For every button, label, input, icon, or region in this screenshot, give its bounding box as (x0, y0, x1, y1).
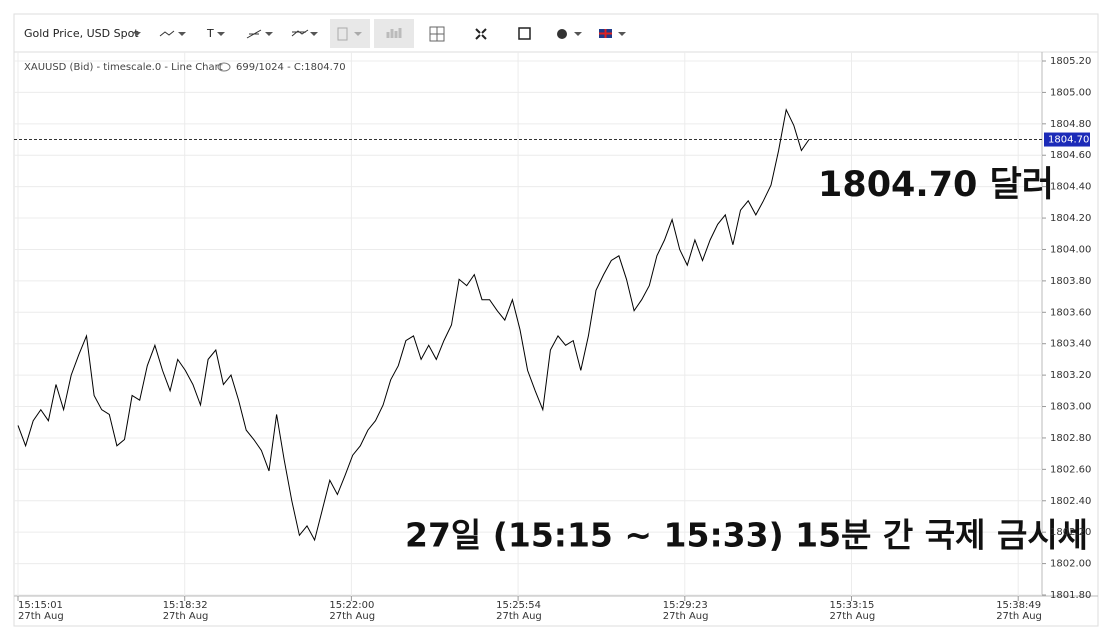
indicator-tool[interactable] (291, 29, 309, 37)
y-tick-label: 1804.40 (1050, 182, 1091, 193)
x-tick-date: 27th Aug (830, 611, 876, 622)
text-tool[interactable]: T (206, 27, 214, 40)
symbol-selector[interactable]: Gold Price, USD Spot (24, 27, 139, 40)
delete-tool[interactable] (330, 19, 370, 48)
y-tick-label: 1804.80 (1050, 119, 1091, 130)
info-stats: 699/1024 - C:1804.70 (236, 62, 346, 73)
x-tick-label: 15:22:00 (329, 600, 374, 611)
y-tick-label: 1805.00 (1050, 87, 1091, 98)
fit-tool[interactable] (518, 27, 531, 40)
trash-icon (337, 27, 348, 41)
dropdown-arrow (133, 32, 141, 36)
y-tick-label: 1802.80 (1050, 433, 1091, 444)
price-line (17, 108, 810, 542)
trend-tool[interactable] (246, 29, 262, 39)
last-price-badge (1044, 132, 1090, 147)
y-tick-label: 1802.60 (1050, 464, 1091, 475)
x-tick-date: 27th Aug (663, 611, 709, 622)
y-tick-label: 1803.20 (1050, 370, 1091, 381)
bars-icon (386, 28, 402, 38)
color-tool[interactable] (557, 29, 567, 39)
visibility-icon[interactable] (217, 62, 231, 72)
y-tick-label: 1804.20 (1050, 213, 1091, 224)
y-tick-label: 1805.20 (1050, 56, 1091, 67)
y-tick-label: 1802.00 (1050, 559, 1091, 570)
caption-annotation: 27일 (15:15 ~ 15:33) 15분 간 국제 금시세 (405, 516, 1088, 555)
y-tick-label: 1804.00 (1050, 244, 1091, 255)
x-tick-label: 15:29:23 (663, 600, 708, 611)
x-tick-label: 15:18:32 (163, 600, 208, 611)
x-tick-label: 15:38:49 (996, 600, 1041, 611)
y-tick-label: 1801.80 (1050, 590, 1091, 601)
x-tick-date: 27th Aug (163, 611, 209, 622)
dropdown-arrow (310, 32, 318, 36)
flag-cross (599, 29, 612, 38)
y-tick-label: 1802.40 (1050, 496, 1091, 507)
y-tick-label: 1803.00 (1050, 402, 1091, 413)
y-tick-label: 1802.20 (1050, 527, 1091, 538)
fullscreen-tool[interactable] (475, 28, 487, 40)
dropdown-arrow (178, 32, 186, 36)
dropdown-arrow (354, 32, 362, 36)
x-tick-label: 15:25:54 (496, 600, 541, 611)
y-tick-label: 1803.60 (1050, 307, 1091, 318)
last-price-label: 1804.70 (1048, 135, 1089, 146)
x-tick-date: 27th Aug (329, 611, 375, 622)
price-annotation: 1804.70 달러 (818, 165, 1054, 205)
x-tick-label: 15:15:01 (18, 600, 63, 611)
crosshair-icon (430, 27, 444, 41)
y-tick-label: 1803.40 (1050, 339, 1091, 350)
y-tick-label: 1804.60 (1050, 150, 1091, 161)
x-tick-label: 15:33:15 (830, 600, 875, 611)
x-tick-date: 27th Aug (18, 611, 64, 622)
x-tick-date: 27th Aug (496, 611, 542, 622)
dropdown-arrow (217, 32, 225, 36)
toolbar (13, 13, 1099, 53)
dropdown-arrow (618, 32, 626, 36)
line-tool[interactable] (159, 30, 175, 37)
card (13, 13, 1099, 627)
x-tick-date: 27th Aug (996, 611, 1042, 622)
bars-tool[interactable] (374, 19, 414, 48)
dropdown-arrow (265, 32, 273, 36)
info-instrument: XAUUSD (Bid) - timescale.0 - Line Chart (24, 62, 223, 73)
dropdown-arrow (574, 32, 582, 36)
y-tick-label: 1803.80 (1050, 276, 1091, 287)
